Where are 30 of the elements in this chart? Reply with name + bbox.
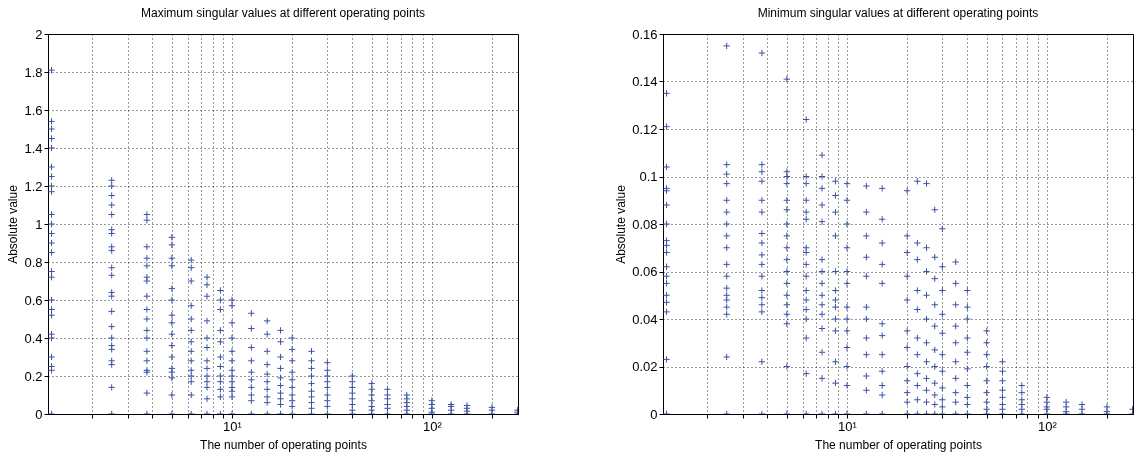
y-tick-label: 1 bbox=[35, 216, 43, 232]
x-tick-label: 10² bbox=[1037, 418, 1058, 434]
y-tick-label: 0.08 bbox=[632, 216, 658, 232]
x-axis-title: The number of operating points bbox=[200, 437, 367, 452]
x-axis-title: The number of operating points bbox=[815, 437, 982, 452]
y-tick-label: 1.6 bbox=[24, 102, 43, 118]
y-tick-label: 0.2 bbox=[24, 368, 43, 384]
y-tick-label: 0 bbox=[35, 406, 43, 422]
y-tick-label: 1.8 bbox=[24, 64, 43, 80]
y-tick-label: 0.04 bbox=[632, 311, 658, 327]
x-tick-label: 10¹ bbox=[838, 418, 858, 434]
chart-title: Maximum singular values at different operating points bbox=[141, 6, 425, 20]
y-tick-label: 1.2 bbox=[24, 178, 43, 194]
y-tick-label: 0.12 bbox=[632, 121, 658, 137]
y-tick-label: 0.8 bbox=[24, 254, 43, 270]
y-tick-label: 0.02 bbox=[632, 359, 658, 374]
y-tick-label: 1.4 bbox=[24, 140, 43, 156]
y-tick-label: 0.16 bbox=[632, 26, 658, 42]
y-tick-label: 0.4 bbox=[24, 330, 43, 346]
y-axis-title: Absolute value bbox=[6, 184, 21, 264]
y-tick-label: 0.06 bbox=[632, 264, 658, 279]
y-tick-label: 0 bbox=[650, 406, 658, 422]
y-axis-title: Absolute value bbox=[614, 184, 629, 264]
y-tick-label: 0.14 bbox=[632, 74, 658, 89]
x-tick-label: 10¹ bbox=[223, 418, 243, 434]
chart-title: Minimum singular values at different operating points bbox=[757, 6, 1039, 20]
y-tick-label: 2 bbox=[35, 26, 43, 42]
y-tick-label: 0.1 bbox=[639, 169, 658, 184]
x-tick-label: 10² bbox=[422, 418, 443, 434]
y-tick-label: 0.6 bbox=[24, 292, 43, 308]
